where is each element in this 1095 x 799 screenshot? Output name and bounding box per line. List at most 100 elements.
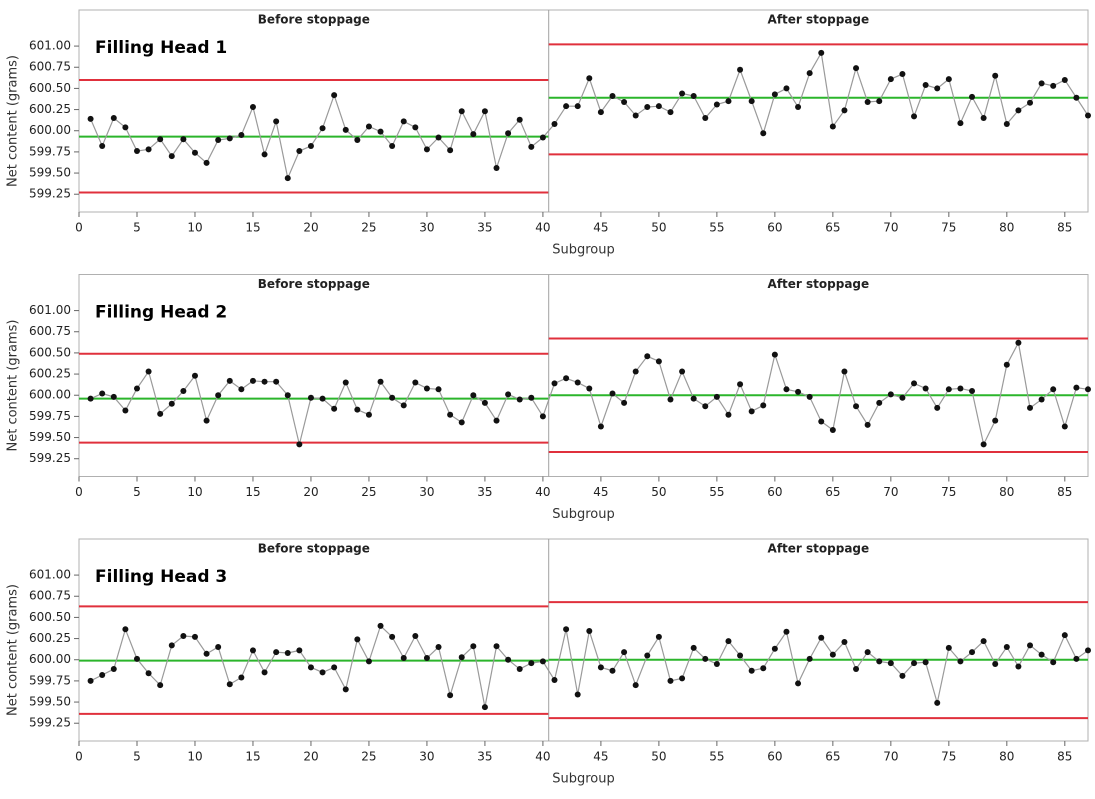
phase-label: Before stoppage xyxy=(258,13,370,27)
x-tick-label: 10 xyxy=(187,485,202,499)
x-tick-label: 35 xyxy=(477,221,492,235)
data-point xyxy=(748,667,755,674)
data-point xyxy=(528,394,535,401)
data-point xyxy=(1038,651,1045,658)
data-point xyxy=(644,104,651,111)
phase-label: After stoppage xyxy=(768,13,870,27)
data-point xyxy=(1073,655,1080,662)
data-point xyxy=(713,101,720,108)
data-point xyxy=(377,128,384,135)
data-point xyxy=(945,386,952,393)
data-point xyxy=(505,391,512,398)
x-tick-label: 35 xyxy=(477,750,492,764)
data-point xyxy=(539,413,546,420)
data-point xyxy=(423,146,430,153)
data-point xyxy=(122,124,129,131)
y-tick-label: 600.75 xyxy=(29,324,71,338)
data-point xyxy=(215,392,222,399)
data-point xyxy=(1038,80,1045,87)
data-point xyxy=(273,649,280,656)
data-point xyxy=(690,395,697,402)
data-point xyxy=(342,379,349,386)
x-tick-label: 85 xyxy=(1057,750,1072,764)
plot-frame xyxy=(78,9,1089,213)
data-point xyxy=(841,638,848,645)
data-point xyxy=(980,638,987,645)
data-point xyxy=(702,655,709,662)
y-tick-label: 600.25 xyxy=(29,367,71,381)
y-tick-label: 600.50 xyxy=(29,81,71,95)
data-point xyxy=(226,135,233,142)
y-tick-label: 600.00 xyxy=(29,123,71,137)
data-point xyxy=(261,669,268,676)
data-point xyxy=(1027,642,1034,649)
data-point xyxy=(922,385,929,392)
data-point xyxy=(667,677,674,684)
x-tick-label: 40 xyxy=(535,485,550,499)
data-point xyxy=(180,633,187,640)
data-point xyxy=(829,651,836,658)
data-point xyxy=(342,686,349,693)
y-tick-label: 601.00 xyxy=(29,568,71,582)
data-point xyxy=(597,664,604,671)
data-point xyxy=(1050,82,1057,89)
phase-label: Before stoppage xyxy=(258,542,370,556)
data-point xyxy=(876,658,883,665)
data-point xyxy=(1050,659,1057,666)
data-point xyxy=(783,386,790,393)
data-point xyxy=(713,393,720,400)
data-point xyxy=(1015,663,1022,670)
chart-panel: 599.25 599.50 599.75 600.00 600.25 600.50 600.… xyxy=(6,9,1091,258)
data-point xyxy=(679,90,686,97)
data-point xyxy=(226,681,233,688)
x-tick-label: 20 xyxy=(303,221,318,235)
data-point xyxy=(284,649,291,656)
data-point xyxy=(1085,386,1091,393)
data-point xyxy=(365,123,372,130)
chart-panel: 599.25 599.50 599.75 600.00 600.25 600.50 600.… xyxy=(6,538,1091,787)
x-tick-label: 20 xyxy=(303,750,318,764)
data-point xyxy=(829,426,836,433)
data-point xyxy=(586,75,593,82)
x-tick-label: 5 xyxy=(133,750,141,764)
data-point xyxy=(748,98,755,105)
data-point xyxy=(795,104,802,111)
data-point xyxy=(864,421,871,428)
data-point xyxy=(284,175,291,182)
data-point xyxy=(667,396,674,403)
data-point xyxy=(423,385,430,392)
data-point xyxy=(539,134,546,141)
data-point xyxy=(1027,404,1034,411)
data-point xyxy=(261,378,268,385)
data-point xyxy=(215,644,222,651)
x-tick-label: 60 xyxy=(767,221,782,235)
x-tick-label: 75 xyxy=(941,485,956,499)
data-point xyxy=(319,395,326,402)
data-point xyxy=(980,441,987,448)
x-tick-label: 10 xyxy=(187,221,202,235)
data-point xyxy=(980,115,987,122)
x-tick-label: 0 xyxy=(75,221,83,235)
data-point xyxy=(818,634,825,641)
data-point xyxy=(760,130,767,137)
data-point xyxy=(679,368,686,375)
data-point xyxy=(389,633,396,640)
data-point xyxy=(354,406,361,413)
data-point xyxy=(528,143,535,150)
data-point xyxy=(783,628,790,635)
y-tick-label: 599.50 xyxy=(29,430,71,444)
data-point xyxy=(1003,120,1010,127)
x-tick-label: 20 xyxy=(303,485,318,499)
data-point xyxy=(435,644,442,651)
data-point xyxy=(1073,94,1080,101)
phase-label: After stoppage xyxy=(768,542,870,556)
data-point xyxy=(157,682,164,689)
phase-label: After stoppage xyxy=(768,277,870,291)
y-tick-label: 600.50 xyxy=(29,610,71,624)
data-point xyxy=(771,91,778,98)
data-point xyxy=(110,115,117,122)
data-point xyxy=(191,372,198,379)
plot-frame xyxy=(78,538,1089,742)
data-point xyxy=(1061,632,1068,639)
